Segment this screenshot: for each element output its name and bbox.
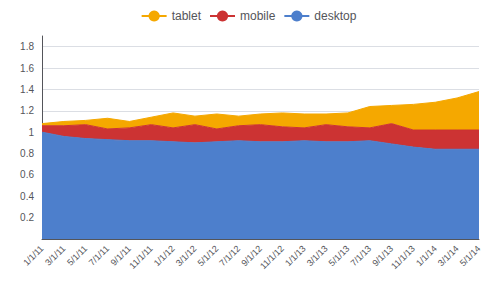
svg-text:1/1/14: 1/1/14 [414,243,439,268]
svg-text:3/1/12: 3/1/12 [174,243,199,268]
svg-text:5/1/11: 5/1/11 [65,243,89,267]
svg-text:0.6: 0.6 [20,169,34,180]
svg-text:9/1/11: 9/1/11 [108,243,133,268]
svg-text:1.4: 1.4 [20,84,34,95]
svg-text:mobile: mobile [240,9,276,23]
svg-text:1/1/13: 1/1/13 [283,243,308,268]
svg-text:3/1/14: 3/1/14 [436,243,461,268]
svg-text:9/1/13: 9/1/13 [370,243,396,269]
svg-text:3/1/13: 3/1/13 [305,243,330,268]
svg-text:desktop: desktop [314,9,356,23]
svg-text:7/1/12: 7/1/12 [217,243,242,268]
svg-text:tablet: tablet [172,9,202,23]
svg-text:1.2: 1.2 [20,105,34,116]
svg-text:1.6: 1.6 [20,63,34,74]
svg-text:7/1/13: 7/1/13 [349,243,374,268]
svg-text:1/1/11: 1/1/11 [21,243,45,267]
svg-text:11/1/13: 11/1/13 [389,243,417,271]
svg-text:1/1/12: 1/1/12 [152,243,177,268]
svg-text:9/1/12: 9/1/12 [239,243,264,269]
svg-text:5/1/12: 5/1/12 [196,243,221,268]
svg-text:0.4: 0.4 [20,191,34,202]
svg-text:0.8: 0.8 [20,148,34,159]
svg-text:5/1/13: 5/1/13 [327,243,352,268]
svg-text:1.8: 1.8 [20,41,34,52]
svg-text:7/1/11: 7/1/11 [87,243,111,267]
svg-text:5/1/14: 5/1/14 [458,243,483,268]
svg-text:0.2: 0.2 [20,212,34,223]
svg-text:3/1/11: 3/1/11 [43,243,67,267]
svg-text:11/1/12: 11/1/12 [258,243,286,271]
svg-text:11/1/11: 11/1/11 [127,243,154,270]
svg-text:1: 1 [28,127,34,138]
